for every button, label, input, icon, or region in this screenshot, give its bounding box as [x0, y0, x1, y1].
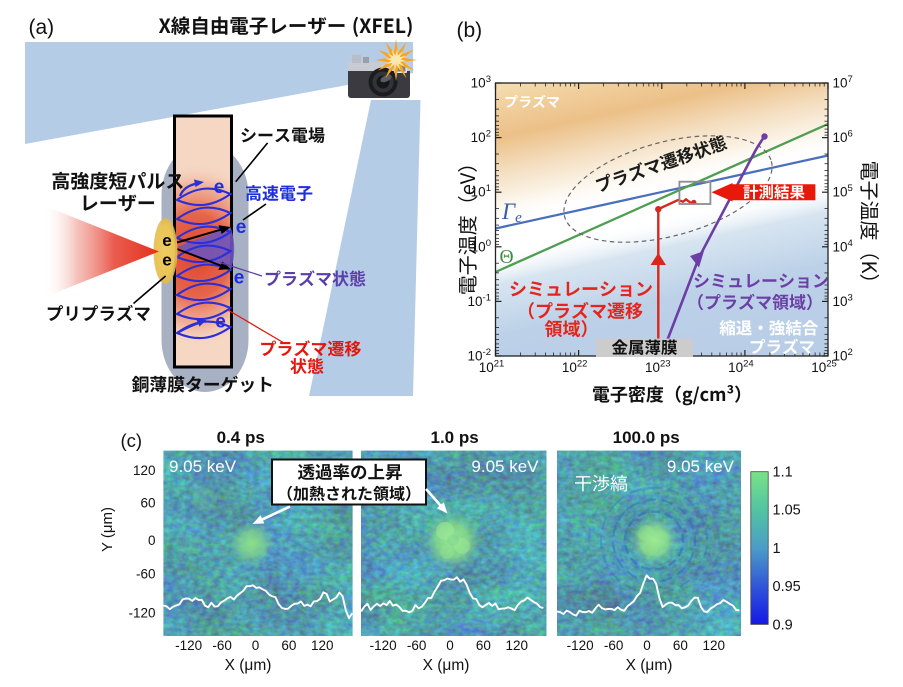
svg-text:60: 60 [673, 638, 688, 653]
svg-text:100.0 ps: 100.0 ps [613, 428, 680, 447]
svg-text:0.9: 0.9 [773, 617, 793, 633]
svg-text:9.05 keV: 9.05 keV [471, 457, 539, 476]
svg-text:e: e [162, 251, 171, 270]
svg-text:0: 0 [446, 638, 454, 653]
svg-text:e: e [234, 268, 245, 289]
svg-text:120: 120 [311, 638, 334, 653]
svg-text:Y (μm): Y (μm) [99, 507, 116, 552]
svg-text:0.4 ps: 0.4 ps [217, 428, 265, 447]
svg-text:Θ: Θ [500, 247, 514, 268]
svg-text:0: 0 [148, 533, 156, 548]
svg-text:120: 120 [133, 463, 156, 478]
svg-text:X (μm): X (μm) [225, 657, 272, 674]
svg-text:60: 60 [476, 638, 491, 653]
svg-text:(b): (b) [457, 19, 483, 42]
svg-text:X (μm): X (μm) [626, 657, 673, 674]
svg-text:1: 1 [773, 541, 781, 557]
svg-text:60: 60 [281, 638, 296, 653]
svg-text:X (μm): X (μm) [423, 657, 470, 674]
svg-text:1.1: 1.1 [773, 465, 793, 481]
svg-text:9.05 keV: 9.05 keV [169, 457, 237, 476]
svg-text:-120: -120 [567, 638, 594, 653]
svg-text:e: e [236, 217, 247, 238]
svg-text:0: 0 [252, 638, 260, 653]
svg-text:-60: -60 [136, 567, 156, 582]
svg-text:e: e [162, 231, 171, 250]
svg-text:-60: -60 [604, 638, 624, 653]
svg-text:-120: -120 [175, 638, 202, 653]
svg-text:e: e [215, 312, 226, 333]
svg-text:120: 120 [506, 638, 529, 653]
svg-text:(c): (c) [121, 430, 143, 451]
svg-text:0: 0 [643, 638, 651, 653]
svg-text:9.05 keV: 9.05 keV [667, 457, 735, 476]
svg-text:-120: -120 [128, 606, 155, 621]
svg-text:(a): (a) [29, 16, 55, 39]
svg-text:-60: -60 [407, 638, 427, 653]
svg-text:1.0 ps: 1.0 ps [430, 428, 478, 447]
svg-text:60: 60 [140, 496, 155, 511]
svg-text:0.95: 0.95 [773, 579, 801, 595]
svg-text:-120: -120 [370, 638, 397, 653]
svg-text:1.05: 1.05 [773, 503, 801, 519]
svg-text:-60: -60 [212, 638, 232, 653]
svg-text:120: 120 [703, 638, 726, 653]
svg-text:e: e [214, 177, 225, 198]
